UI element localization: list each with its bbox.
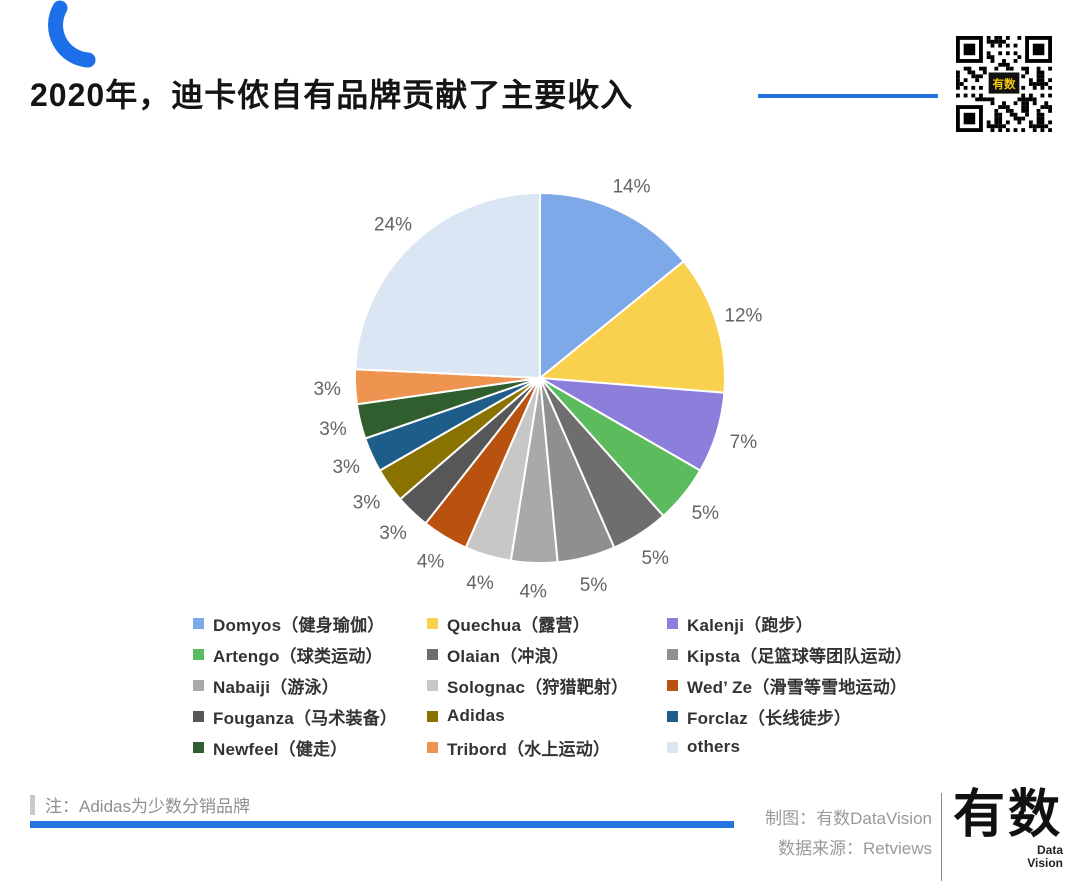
corner-arc-icon [48, 0, 96, 68]
legend-label: Nabaiji（游泳） [213, 677, 339, 697]
qr-center-label: 有数 [992, 77, 1016, 91]
pie-percent-label: 4% [519, 582, 547, 603]
credits: 制图：有数DataVision 数据来源：Retviews [765, 804, 932, 864]
legend-label: Olaian（冲浪） [447, 646, 569, 666]
legend-marker [427, 679, 438, 691]
legend-item: Quechua（露营） [427, 612, 667, 635]
qr-code: 有数 [956, 36, 1052, 132]
brand-logo: 有数 Data Vision [953, 786, 1073, 870]
pie-percent-label: 4% [466, 573, 494, 594]
logo-divider [941, 793, 942, 881]
footnote: 注：Adidas为少数分销品牌 [30, 792, 250, 817]
pie-slice [354, 192, 541, 379]
pie-percent-label: 4% [417, 551, 445, 572]
legend-marker [193, 648, 204, 660]
legend-item: Kalenji（跑步） [667, 612, 963, 635]
credit-source: 数据来源：Retviews [778, 839, 932, 858]
chart-legend: Domyos（健身瑜伽） Quechua（露营） Kalenji（跑步） Arteng… [193, 612, 963, 759]
legend-label: Adidas [447, 706, 505, 725]
legend-item: Fouganza（马术装备） [193, 705, 427, 728]
footnote-bar [30, 794, 35, 815]
legend-label: Quechua（露营） [447, 615, 590, 635]
legend-label: Kipsta（足篮球等团队运动） [687, 646, 913, 666]
legend-item: Olaian（冲浪） [427, 643, 667, 666]
legend-item: Wed’ Ze（滑雪等雪地运动） [667, 674, 963, 697]
legend-marker [667, 648, 678, 660]
legend-marker [427, 741, 438, 753]
pie-percent-label: 3% [319, 419, 347, 440]
pie-slice [539, 192, 685, 379]
pie-percent-label: 5% [641, 548, 669, 569]
legend-marker [427, 710, 438, 722]
legend-item: Solognac（狩猎靶射） [427, 674, 667, 697]
legend-item: Domyos（健身瑜伽） [193, 612, 427, 635]
legend-marker [667, 710, 678, 722]
pie-percent-label: 3% [313, 379, 341, 400]
legend-item: Artengo（球类运动） [193, 643, 427, 666]
legend-label: Wed’ Ze（滑雪等雪地运动） [687, 677, 908, 697]
legend-marker [193, 741, 204, 753]
pie-percent-label: 3% [353, 492, 381, 513]
footnote-text: 注：Adidas为少数分销品牌 [45, 797, 250, 816]
legend-label: Domyos（健身瑜伽） [213, 615, 385, 635]
legend-label: Kalenji（跑步） [687, 615, 813, 635]
legend-marker [193, 617, 204, 629]
pie-percent-label: 12% [724, 305, 762, 326]
legend-item: Nabaiji（游泳） [193, 674, 427, 697]
legend-marker [667, 741, 678, 753]
legend-label: Fouganza（马术装备） [213, 708, 398, 728]
pie-percent-label: 5% [580, 575, 608, 596]
pie-chart: 14% 12% 7% 5% 5% 5% 4% 4% 4% 3% 3% 3% 3% 3% 24% [313, 176, 762, 603]
legend-marker [427, 617, 438, 629]
pie-chart-area: 14% 12% 7% 5% 5% 5% 4% 4% 4% 3% 3% 3% 3% 3% 24% [290, 140, 790, 620]
legend-label: others [687, 737, 741, 756]
credit-maker: 制图：有数DataVision [765, 809, 932, 828]
brand-logo-cn: 有数 [953, 786, 1064, 844]
legend-marker [667, 679, 678, 691]
legend-label: Solognac（狩猎靶射） [447, 677, 629, 697]
legend-label: Forclaz（长线徒步） [687, 708, 852, 728]
legend-item: Tribord（水上运动） [427, 736, 667, 759]
legend-item: Kipsta（足篮球等团队运动） [667, 643, 963, 666]
brand-logo-en-data: Data [1036, 843, 1063, 857]
legend-marker [427, 648, 438, 660]
pie-percent-label: 5% [692, 503, 720, 524]
legend-item: others [667, 736, 963, 758]
legend-item: Forclaz（长线徒步） [667, 705, 963, 728]
legend-label: Artengo（球类运动） [213, 646, 383, 666]
legend-item: Adidas [427, 705, 667, 727]
title-underline [758, 94, 938, 98]
legend-marker [667, 617, 678, 629]
pie-percent-label: 24% [374, 214, 412, 235]
pie-percent-label: 3% [379, 523, 407, 544]
legend-label: Newfeel（健走） [213, 739, 348, 759]
legend-marker [193, 679, 204, 691]
pie-percent-label: 7% [730, 432, 758, 453]
pie-percent-label: 14% [612, 176, 650, 197]
page-title: 2020年，迪卡侬自有品牌贡献了主要收入 [30, 77, 634, 113]
pie-percent-label: 3% [332, 457, 360, 478]
footer-divider-line [30, 821, 734, 828]
brand-logo-en-vision: Vision [1027, 856, 1063, 870]
legend-label: Tribord（水上运动） [447, 739, 611, 759]
legend-item: Newfeel（健走） [193, 736, 427, 759]
legend-marker [193, 710, 204, 722]
pie-slice [539, 260, 726, 394]
